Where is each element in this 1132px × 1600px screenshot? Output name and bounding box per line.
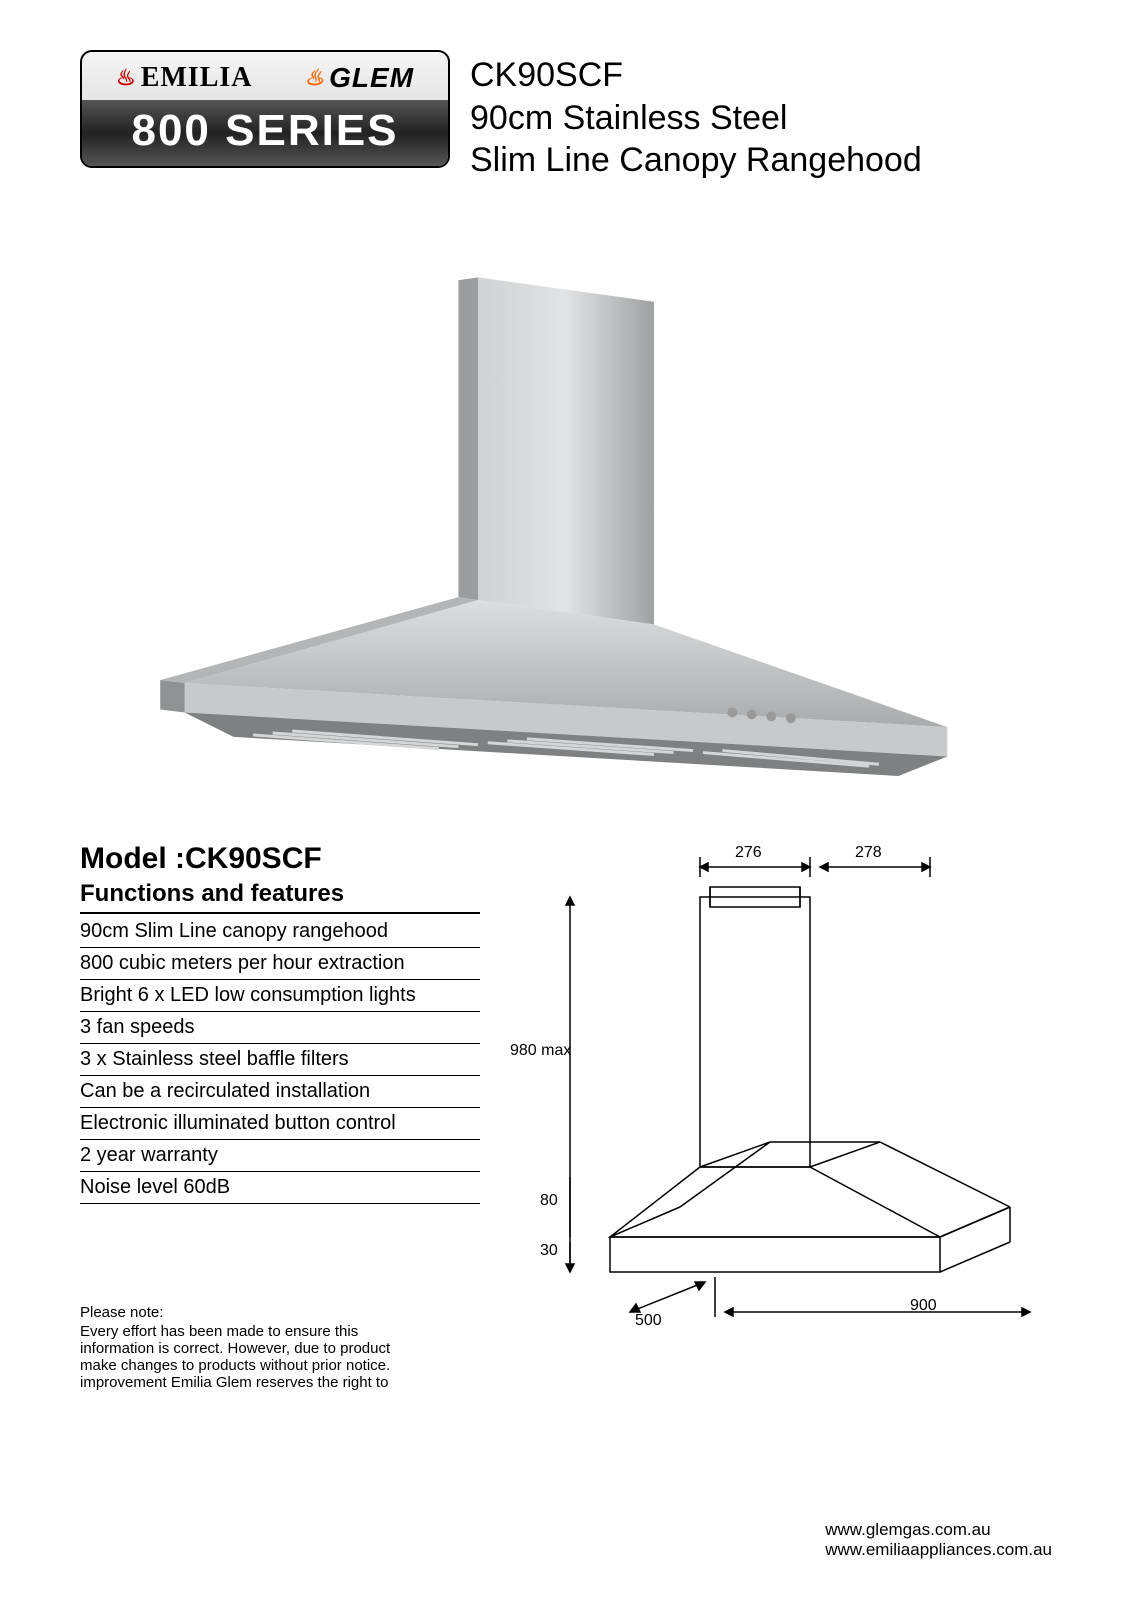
product-image [80, 222, 1052, 782]
feature-item: 800 cubic meters per hour extraction [80, 948, 480, 980]
model-heading: Model :CK90SCF [80, 842, 480, 876]
feature-item: 3 x Stainless steel baffle filters [80, 1044, 480, 1076]
functions-subtitle: Functions and features [80, 880, 480, 914]
logo-badge: ♨ EMILIA ♨ GLEM 800 SERIES [80, 50, 450, 168]
note-title: Please note: [80, 1304, 420, 1321]
url-emilia: www.emiliaappliances.com.au [825, 1540, 1052, 1560]
footer-urls: www.glemgas.com.au www.emiliaappliances.… [825, 1520, 1052, 1560]
title-line3: Slim Line Canopy Rangehood [470, 139, 922, 182]
title-line2: 90cm Stainless Steel [470, 97, 922, 140]
feature-item: Electronic illuminated button control [80, 1108, 480, 1140]
brand-glem: ♨ GLEM [304, 62, 414, 94]
dim-900: 900 [910, 1297, 937, 1315]
header: ♨ EMILIA ♨ GLEM 800 SERIES CK90SCF 90cm … [80, 50, 1052, 182]
feature-item: 90cm Slim Line canopy rangehood [80, 916, 480, 948]
dimension-diagram: 276 278 980 max 80 30 500 900 [510, 842, 1070, 1391]
feature-item: 3 fan speeds [80, 1012, 480, 1044]
dim-80: 80 [540, 1192, 558, 1210]
feature-item: Can be a recirculated installation [80, 1076, 480, 1108]
title-model: CK90SCF [470, 54, 922, 97]
dim-276: 276 [735, 844, 762, 862]
logo-top-row: ♨ EMILIA ♨ GLEM [82, 52, 448, 100]
note-body: Every effort has been made to ensure thi… [80, 1323, 420, 1391]
lower-section: Model :CK90SCF Functions and features 90… [80, 842, 1052, 1391]
feature-item: 2 year warranty [80, 1140, 480, 1172]
dimension-svg [510, 842, 1070, 1382]
disclaimer-note: Please note: Every effort has been made … [80, 1304, 420, 1391]
dim-30: 30 [540, 1242, 558, 1260]
feature-item: Noise level 60dB [80, 1172, 480, 1204]
product-title: CK90SCF 90cm Stainless Steel Slim Line C… [470, 50, 922, 182]
brand-emilia: ♨ EMILIA [116, 62, 253, 94]
rangehood-illustration [126, 242, 1006, 782]
dim-500: 500 [635, 1312, 662, 1330]
feature-item: Bright 6 x LED low consumption lights [80, 980, 480, 1012]
dim-278: 278 [855, 844, 882, 862]
url-glemgas: www.glemgas.com.au [825, 1520, 1052, 1540]
brand-glem-text: GLEM [329, 62, 414, 94]
dim-980max: 980 max [510, 1042, 571, 1060]
brand-emilia-text: EMILIA [141, 62, 253, 94]
flame-icon: ♨ [304, 65, 325, 91]
series-label: 800 SERIES [82, 100, 448, 166]
flame-icon: ♨ [116, 65, 137, 91]
features-column: Model :CK90SCF Functions and features 90… [80, 842, 480, 1391]
